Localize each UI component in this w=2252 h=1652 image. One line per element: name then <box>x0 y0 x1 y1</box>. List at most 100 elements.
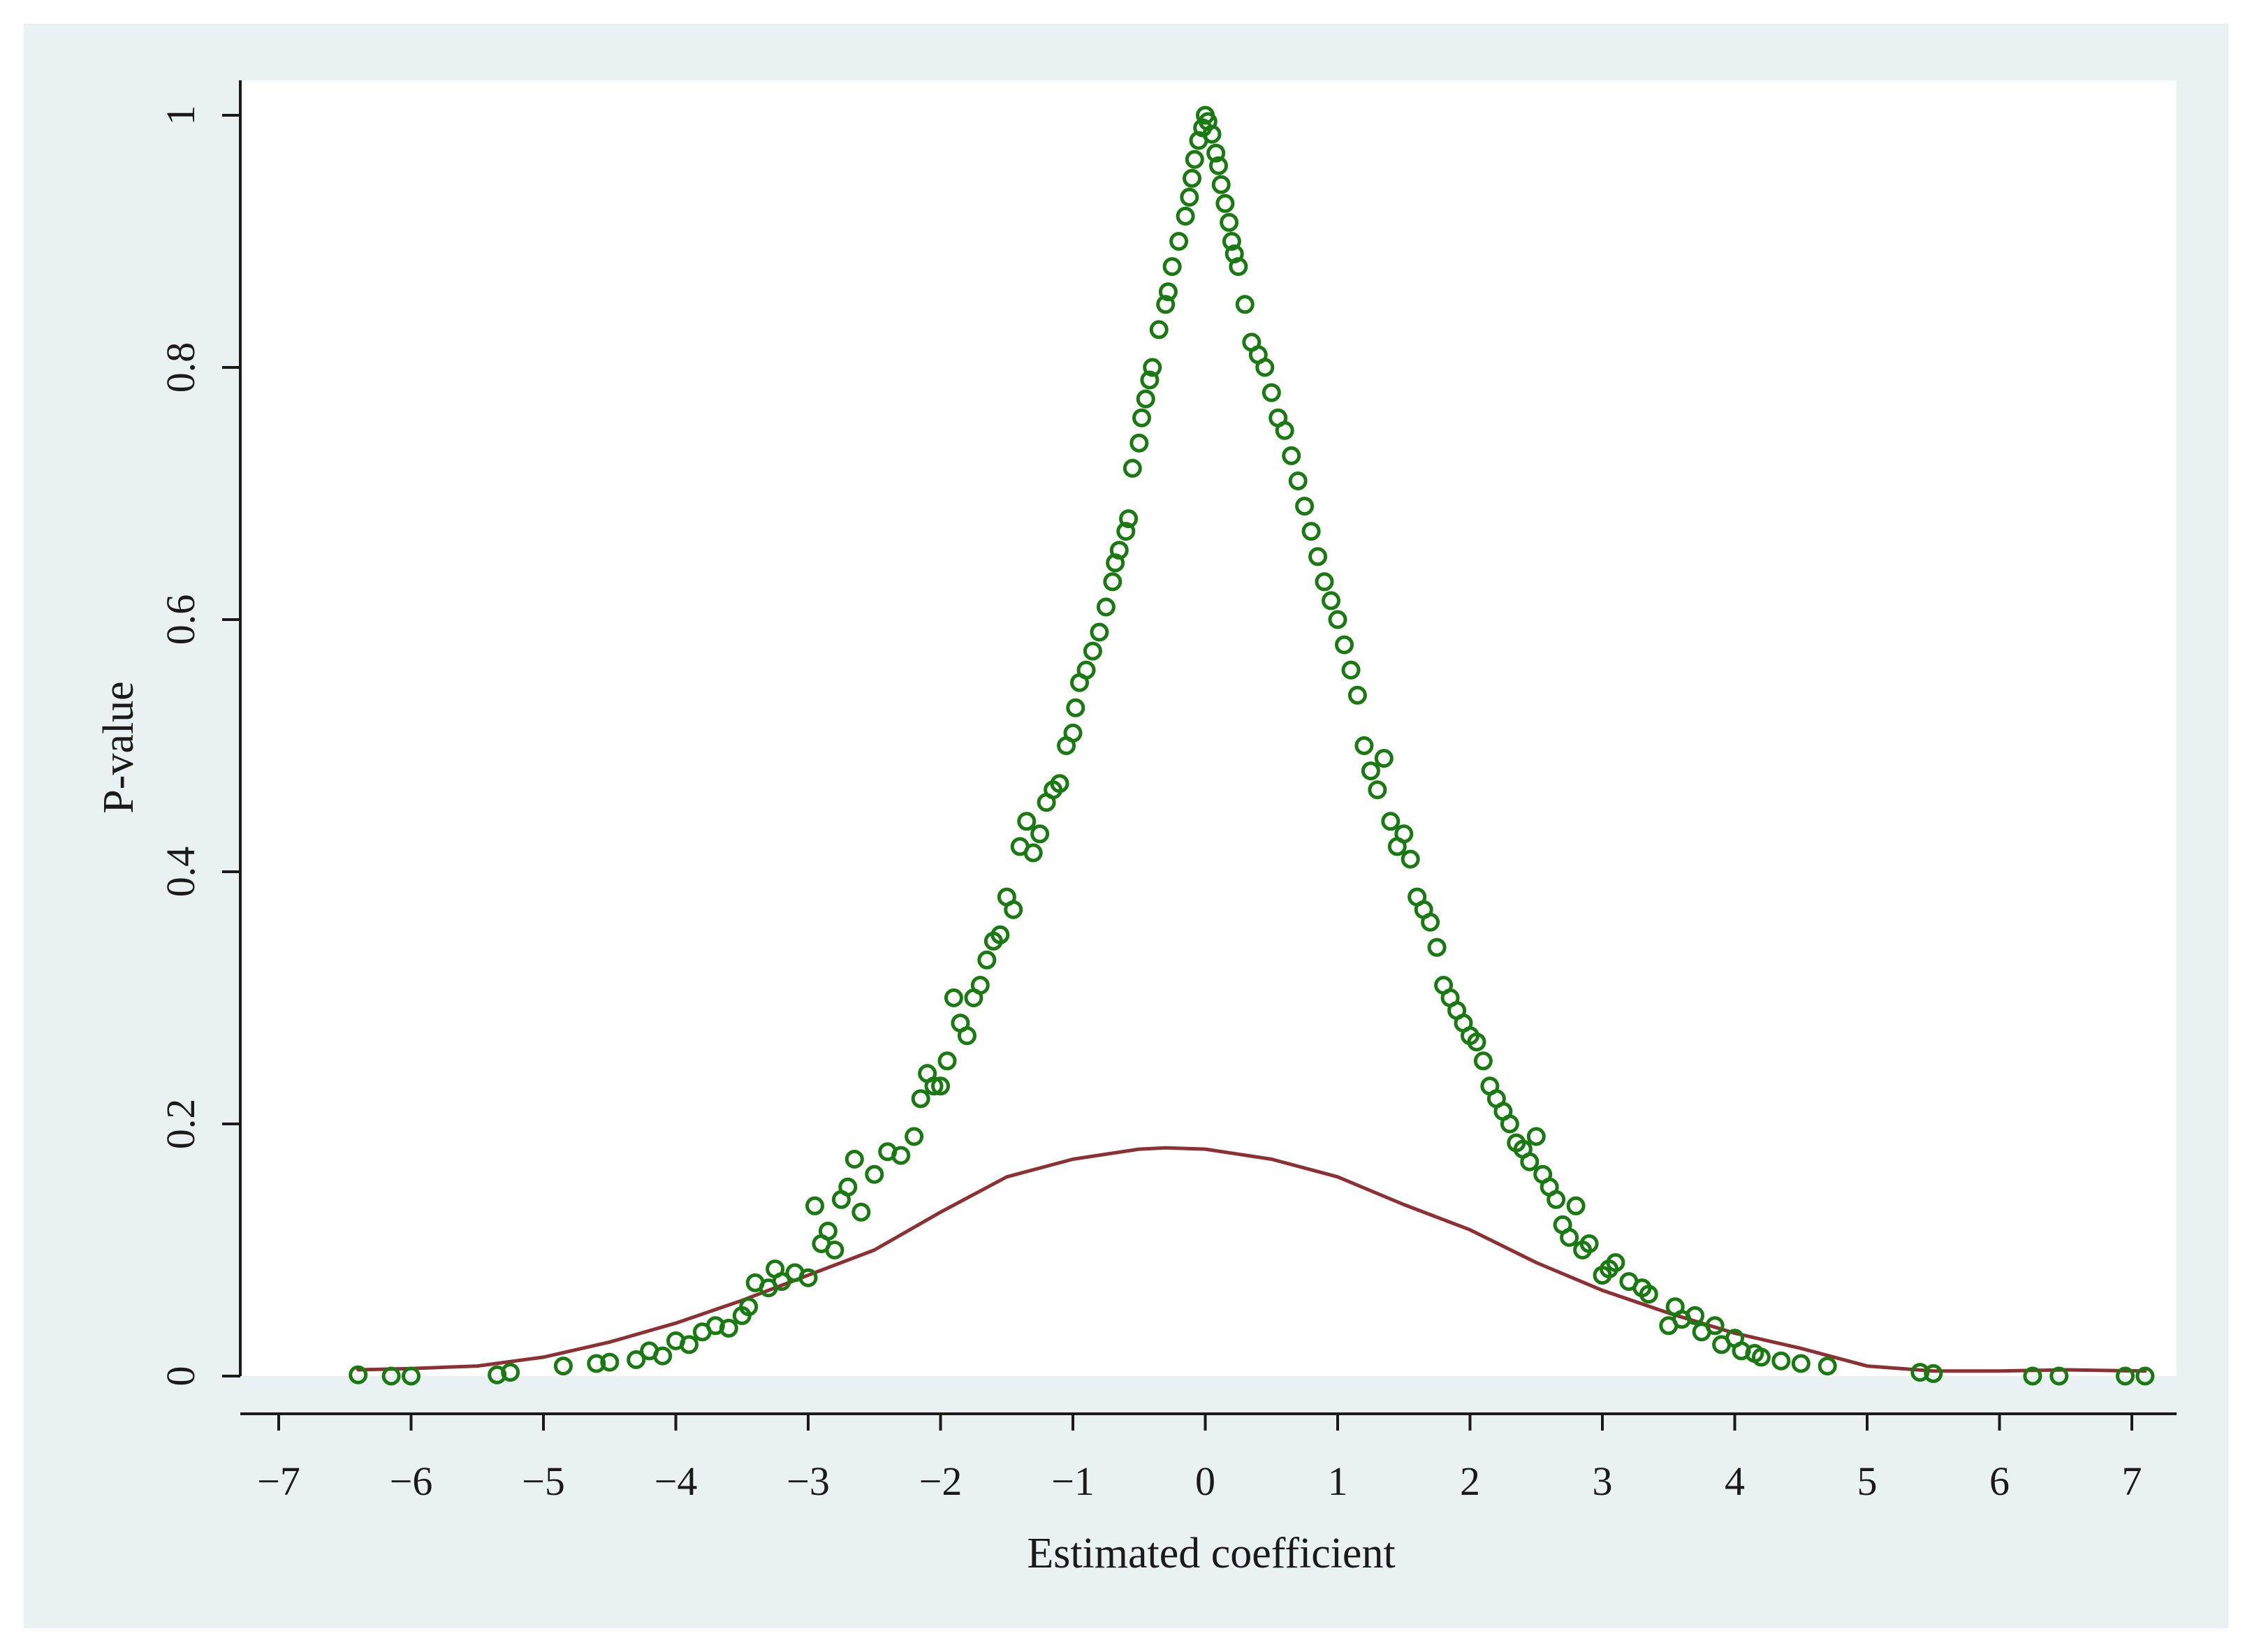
scatter-point <box>2049 1366 2069 1386</box>
scatter-point <box>1149 320 1169 339</box>
scatter-point <box>600 1352 620 1372</box>
scatter-point <box>1004 900 1023 919</box>
scatter-point <box>402 1366 421 1386</box>
scatter-point <box>798 1268 818 1287</box>
scatter-point <box>2135 1366 2155 1386</box>
x-axis-title: Estimated coefficient <box>1027 1530 1395 1577</box>
x-tick-label: 1 <box>1328 1459 1348 1504</box>
scatter-point <box>1096 597 1116 617</box>
scatter-point <box>1771 1351 1791 1370</box>
scatter-point <box>1924 1364 1943 1383</box>
scatter-point <box>1301 522 1321 541</box>
scatter-point <box>990 925 1010 944</box>
scatter-point <box>1140 370 1160 390</box>
scatter-point <box>1255 358 1275 377</box>
scatter-point <box>844 1150 864 1169</box>
y-axis-ticks: 0 0.2 0.4 0.6 0.8 1 <box>158 105 240 1387</box>
scatter-point <box>1050 774 1069 794</box>
x-tick-label: −2 <box>919 1459 963 1504</box>
x-tick-label: −4 <box>655 1459 698 1504</box>
scatter-point <box>1119 509 1139 529</box>
scatter-point <box>1520 1152 1540 1171</box>
scatter-point <box>1686 1306 1705 1325</box>
scatter-point <box>1143 358 1162 377</box>
scatter-point <box>627 1350 646 1369</box>
scatter-point <box>349 1365 368 1384</box>
scatter-point <box>1526 1127 1546 1146</box>
scatter-point <box>1401 849 1420 869</box>
scatter-point <box>977 950 997 970</box>
scatter-point <box>1103 572 1123 592</box>
scatter-point <box>1132 408 1151 427</box>
scatter-point <box>1180 187 1199 207</box>
x-tick-label: 5 <box>1857 1459 1878 1504</box>
scatter-point <box>825 1241 844 1259</box>
scatter-point <box>1076 660 1096 680</box>
x-tick-label: −6 <box>390 1459 433 1504</box>
scatter-point <box>1235 295 1255 314</box>
scatter-point <box>851 1202 871 1222</box>
scatter-point <box>1202 124 1222 144</box>
scatter-point <box>501 1363 520 1382</box>
scatter-point <box>1017 812 1037 831</box>
scatter-point <box>1023 843 1043 863</box>
fitted-line <box>356 1146 2147 1373</box>
x-axis-ticks: −7 −6 −5 −4 −3 −2 −1 0 1 2 3 4 5 6 7 <box>257 1414 2142 1504</box>
scatter-point <box>1328 610 1347 629</box>
scatter-point <box>2023 1366 2042 1386</box>
scatter-point <box>1295 497 1315 516</box>
scatter-point <box>1083 641 1102 661</box>
scatter-point <box>739 1297 759 1317</box>
scatter-point <box>1185 149 1204 169</box>
scatter-point <box>1705 1316 1725 1336</box>
scatter-point <box>1066 698 1085 717</box>
scatter-point <box>1315 572 1334 592</box>
scatter-point <box>1639 1285 1658 1304</box>
scatter-point <box>1063 723 1083 743</box>
scatter-point <box>1751 1347 1771 1367</box>
scatter-point <box>944 988 963 1007</box>
scatter-point <box>937 1051 957 1071</box>
scatter-point <box>680 1335 699 1354</box>
scatter-point <box>1547 1190 1566 1209</box>
scatter-point <box>970 976 990 995</box>
y-tick-label: 0 <box>158 1366 203 1387</box>
x-tick-label: 7 <box>2122 1459 2142 1504</box>
scatter-point <box>865 1164 884 1184</box>
scatter-point <box>1347 685 1367 705</box>
scatter-point <box>1288 472 1308 490</box>
scatter-point <box>1473 1051 1493 1071</box>
scatter-point <box>553 1357 573 1376</box>
scatter-point <box>1156 295 1176 314</box>
scatter-point <box>381 1366 401 1386</box>
scatter-point <box>838 1177 858 1197</box>
scatter-point <box>911 1089 930 1109</box>
scatter-point <box>1394 824 1414 844</box>
scatter-point <box>1222 232 1241 251</box>
scatter-point <box>805 1196 824 1215</box>
scatter-point <box>1322 591 1340 611</box>
plot-area <box>240 80 2177 1376</box>
x-tick-label: 6 <box>1989 1459 2010 1504</box>
x-tick-label: 0 <box>1195 1459 1215 1504</box>
scatter-point <box>1421 912 1440 932</box>
scatter-point <box>1381 812 1401 831</box>
line-layer <box>356 1146 2147 1373</box>
y-tick-label: 0.6 <box>158 594 203 645</box>
scatter-point <box>2116 1366 2135 1386</box>
scatter-point <box>931 1076 950 1096</box>
scatter-point <box>1229 257 1248 277</box>
scatter-point <box>1215 193 1235 213</box>
scatter-point <box>818 1221 838 1241</box>
scatter-point <box>587 1354 606 1373</box>
scatter-point <box>1308 547 1328 566</box>
scatter-point <box>1368 780 1387 800</box>
scatter-point <box>1183 168 1201 188</box>
y-tick-label: 0.2 <box>158 1099 203 1150</box>
scatter-point <box>653 1346 673 1366</box>
marker-layer <box>349 105 2155 1386</box>
scatter-point <box>1030 824 1050 844</box>
scatter-point <box>1123 458 1142 478</box>
scatter-point <box>1090 622 1109 642</box>
